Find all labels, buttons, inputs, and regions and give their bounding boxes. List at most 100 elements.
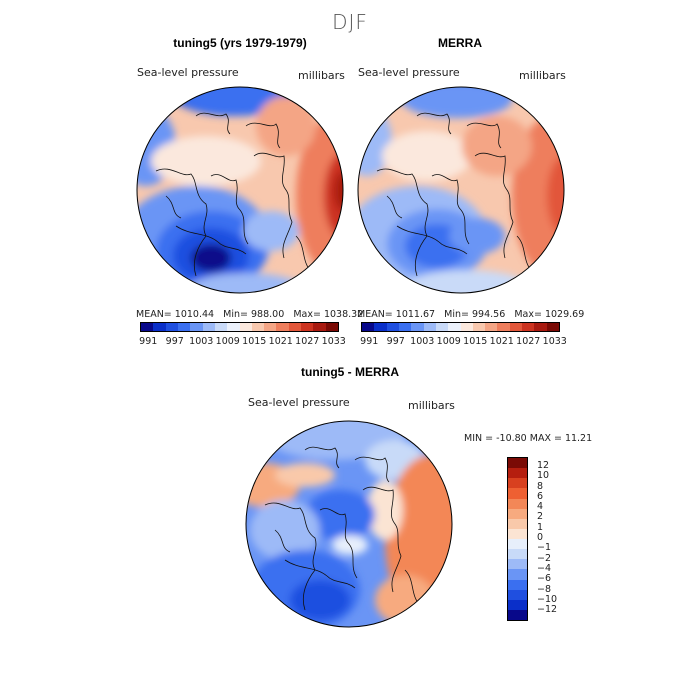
colorbar-tick-label: 1033 (321, 336, 346, 347)
colorbar-swatch (313, 323, 326, 331)
model-variable-label: Sea-level pressure (137, 66, 239, 79)
colorbar-swatch (276, 323, 289, 331)
colorbar-tick-label: 8 (537, 480, 544, 492)
colorbar-swatch (177, 323, 191, 331)
colorbar-tick-label: 1015 (463, 336, 488, 347)
colorbar-tick-label: 1027 (516, 336, 541, 347)
model-polar-map (136, 86, 344, 294)
colorbar-swatch (522, 323, 535, 331)
colorbar-swatch (508, 518, 527, 529)
model-max-value: 1038.32 (323, 309, 364, 320)
colorbar-tick-label: −8 (537, 583, 552, 595)
colorbar-swatch (448, 323, 461, 331)
colorbar-swatch (460, 323, 473, 331)
colorbar-swatch (362, 323, 375, 331)
colorbar-tick-label: 1021 (489, 336, 514, 347)
colorbar-tick-label: 6 (537, 490, 544, 502)
obs-colorbar-ticks: 991 997 1003 1009 1015 1021 1027 1033 (356, 336, 568, 347)
colorbar-swatch (227, 323, 240, 331)
colorbar-tick-label: −2 (537, 552, 552, 564)
obs-units-label: millibars (519, 69, 566, 82)
colorbar-swatch (508, 599, 527, 610)
colorbar-tick-label: 1009 (215, 336, 240, 347)
colorbar-swatch (508, 569, 527, 580)
model-min-value: 988.00 (251, 309, 285, 320)
colorbar-swatch (508, 468, 527, 479)
diff-units-label: millibars (408, 399, 455, 412)
diff-colorbar-ticks: 12 10 8 6 4 2 1 0 −1 −2 −4 −6 −8 −10 −12 (537, 460, 558, 615)
colorbar-tick-label: 1009 (436, 336, 461, 347)
obs-mean-value: 1011.67 (395, 309, 436, 320)
colorbar-swatch (508, 609, 527, 620)
model-colorbar-ticks: 991 997 1003 1009 1015 1021 1027 1033 (135, 336, 347, 347)
colorbar-tick-label: 2 (537, 511, 544, 523)
colorbar-tick-label: 0 (537, 532, 544, 544)
colorbar-swatch (264, 323, 277, 331)
model-mean-value: 1010.44 (174, 309, 215, 320)
obs-min-value: 994.56 (472, 309, 506, 320)
colorbar-tick-label: 1 (537, 521, 544, 533)
diff-colorbar (507, 457, 528, 621)
colorbar-swatch (508, 498, 527, 509)
obs-variable-label: Sea-level pressure (358, 66, 460, 79)
diff-polar-map (245, 420, 453, 628)
colorbar-tick-label: 991 (360, 336, 379, 347)
colorbar-tick-label: 1015 (242, 336, 267, 347)
colorbar-swatch (508, 559, 527, 570)
colorbar-swatch (508, 539, 527, 550)
colorbar-swatch (239, 323, 252, 331)
obs-polar-map (357, 86, 565, 294)
colorbar-swatch (214, 323, 228, 331)
colorbar-tick-label: −10 (537, 593, 558, 605)
mean-label: MEAN= (136, 309, 172, 320)
colorbar-tick-label: 12 (537, 460, 550, 471)
model-panel-title: tuning5 (yrs 1979-1979) (173, 36, 307, 50)
model-colorbar (140, 322, 339, 332)
min-label: Min= (444, 309, 469, 320)
colorbar-swatch (165, 323, 178, 331)
colorbar-swatch (546, 323, 559, 331)
colorbar-swatch (251, 323, 265, 331)
colorbar-swatch (202, 323, 215, 331)
min-label: Min= (223, 309, 248, 320)
colorbar-swatch (301, 323, 314, 331)
colorbar-swatch (508, 488, 527, 499)
colorbar-tick-label: 1003 (189, 336, 214, 347)
colorbar-tick-label: 991 (139, 336, 158, 347)
colorbar-swatch (423, 323, 436, 331)
colorbar-swatch (325, 323, 338, 331)
colorbar-swatch (398, 323, 412, 331)
colorbar-swatch (472, 323, 486, 331)
colorbar-tick-label: 1033 (542, 336, 567, 347)
colorbar-tick-label: −4 (537, 562, 552, 574)
colorbar-swatch (153, 323, 166, 331)
colorbar-swatch (435, 323, 449, 331)
colorbar-swatch (508, 579, 527, 590)
colorbar-tick-label: 4 (537, 501, 544, 513)
colorbar-swatch (386, 323, 399, 331)
colorbar-swatch (508, 549, 527, 560)
colorbar-swatch (508, 458, 527, 469)
colorbar-swatch (411, 323, 424, 331)
mean-label: MEAN= (357, 309, 393, 320)
colorbar-swatch (534, 323, 547, 331)
colorbar-swatch (508, 528, 527, 539)
model-stats: MEAN= 1010.44 Min= 988.00 Max= 1038.32 (136, 309, 363, 320)
colorbar-tick-label: 997 (165, 336, 184, 347)
colorbar-swatch (508, 508, 527, 519)
colorbar-swatch (508, 589, 527, 600)
colorbar-swatch (497, 323, 510, 331)
colorbar-swatch (190, 323, 203, 331)
diff-min-max: MIN = -10.80 MAX = 11.21 (464, 433, 593, 444)
colorbar-swatch (141, 323, 154, 331)
colorbar-swatch (509, 323, 523, 331)
colorbar-tick-label: 1003 (410, 336, 435, 347)
model-units-label: millibars (298, 69, 345, 82)
max-label: Max= (514, 309, 542, 320)
season-title: DJF (332, 10, 368, 34)
obs-max-value: 1029.69 (544, 309, 585, 320)
diff-panel-title: tuning5 - MERRA (301, 365, 399, 379)
max-label: Max= (293, 309, 321, 320)
colorbar-tick-label: −6 (537, 573, 552, 585)
colorbar-swatch (508, 478, 527, 489)
